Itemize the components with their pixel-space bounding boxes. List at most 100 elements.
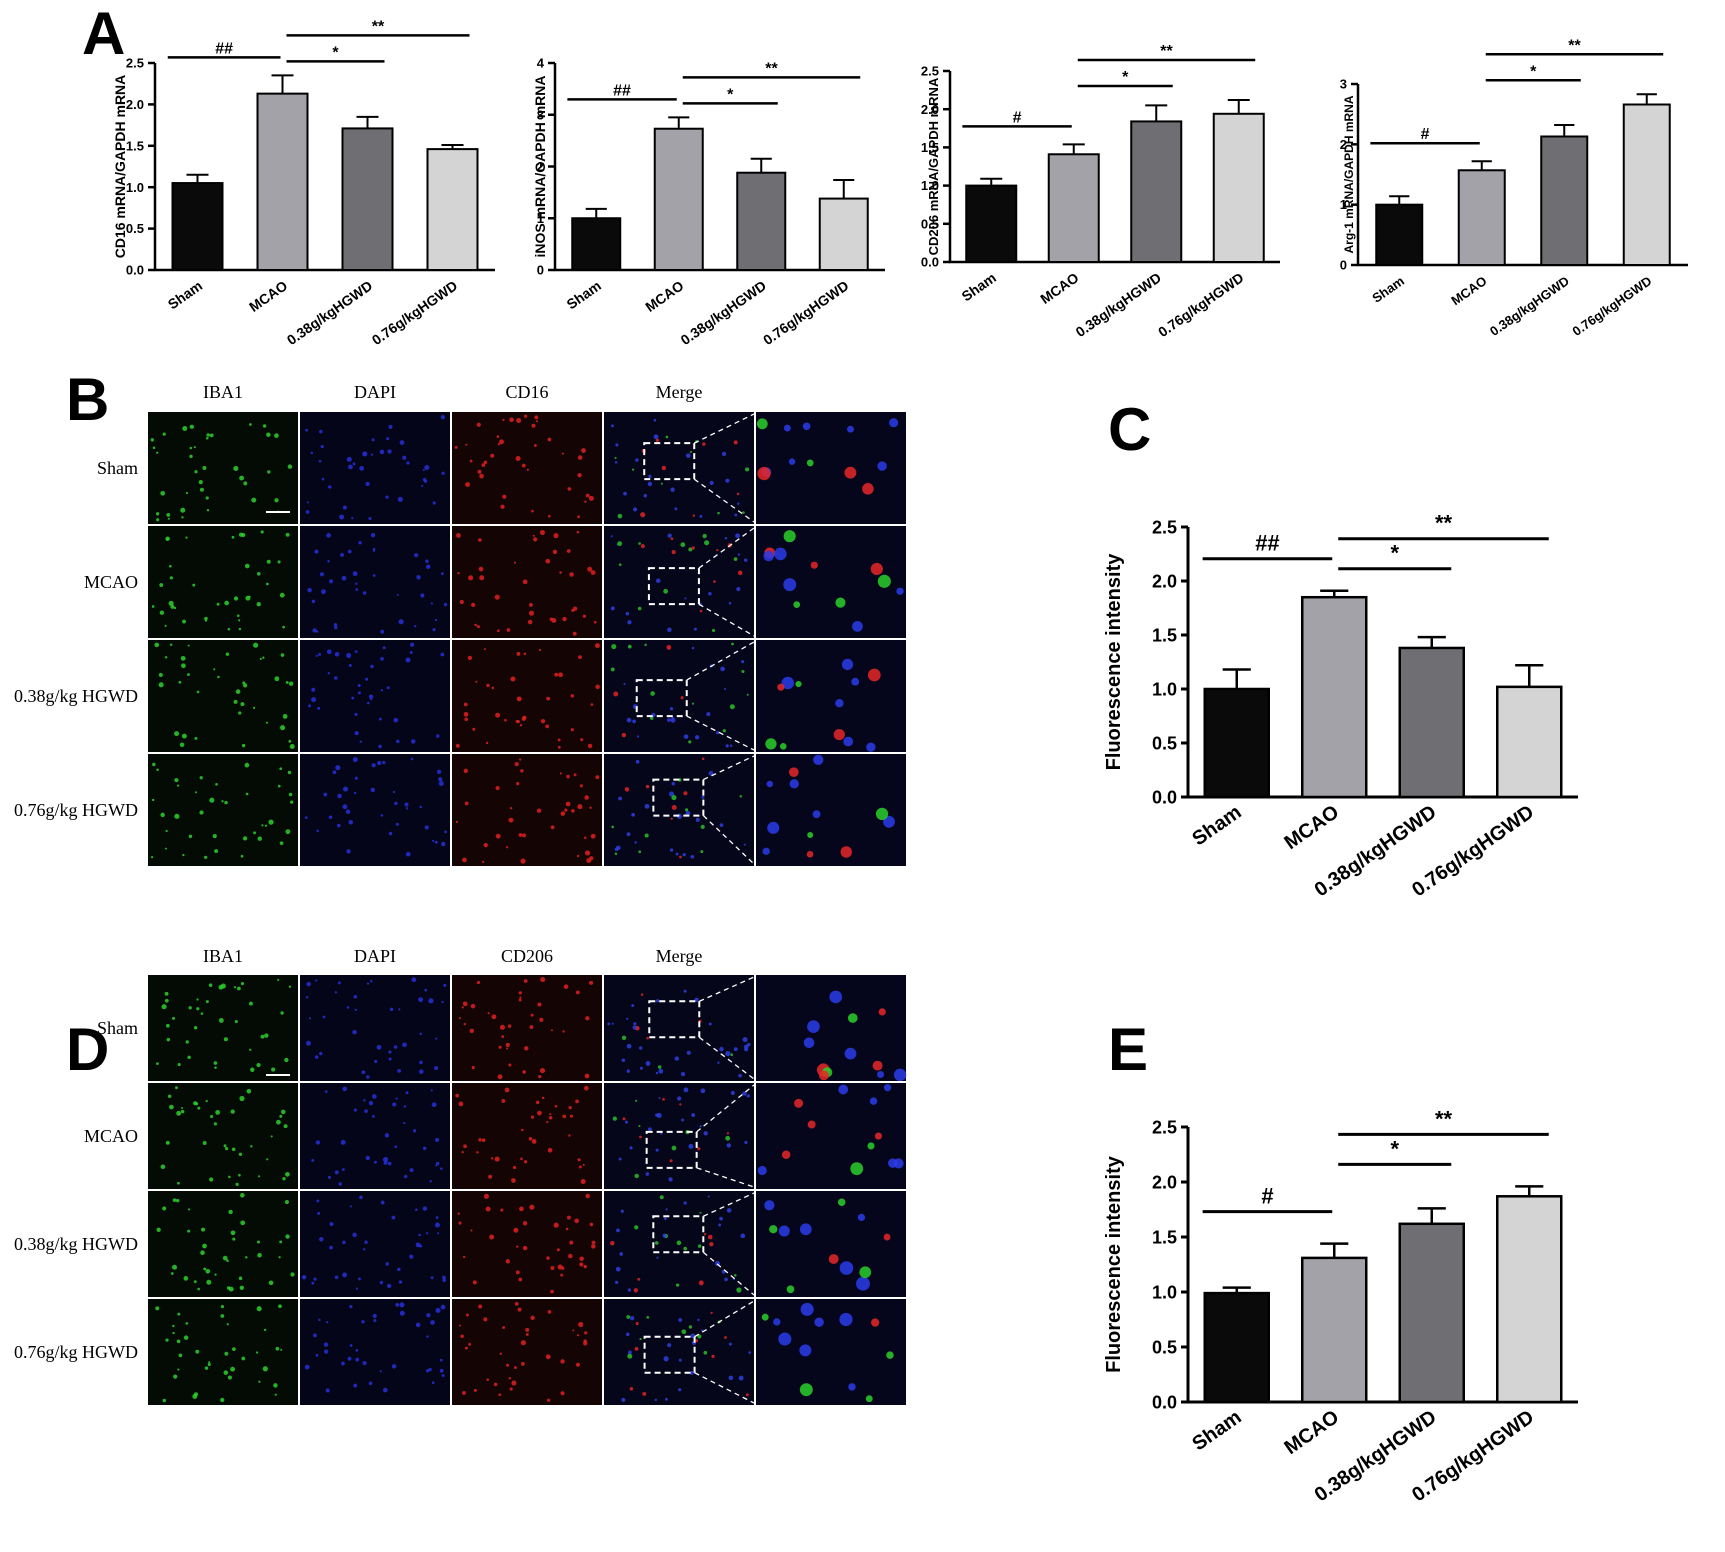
cell-dot [694, 997, 699, 1002]
cell-dot [353, 995, 358, 999]
cell-dot [362, 451, 368, 457]
cell-dot [486, 683, 490, 688]
cell-dot [361, 1320, 365, 1324]
cell-dot [748, 1351, 752, 1354]
cell-dot [548, 1115, 553, 1120]
cell-dot [346, 456, 352, 462]
cell-dot [514, 762, 519, 767]
cell-dot [590, 570, 596, 576]
cell-dot [355, 1348, 359, 1352]
cell-dot [870, 562, 883, 576]
column-header-iba1: IBA1 [203, 382, 243, 402]
cell-dot [591, 1244, 596, 1249]
y-tick-label: 2.0 [1152, 571, 1177, 591]
cell-dot [357, 691, 361, 695]
cell-dot [314, 549, 319, 554]
cell-dot [273, 1383, 278, 1388]
cell-dot [704, 540, 710, 546]
cell-dot [305, 428, 309, 432]
cell-dot [499, 439, 504, 445]
cell-dot [198, 480, 203, 485]
cell-dot [781, 676, 795, 690]
cell-dot [841, 658, 854, 671]
cell-dot [226, 1259, 229, 1262]
cell-dot [690, 854, 695, 859]
cell-dot [889, 418, 899, 428]
cell-dot [305, 510, 310, 514]
cell-dot [439, 1368, 444, 1373]
cell-dot [513, 1366, 517, 1370]
cell-dot [580, 1179, 586, 1185]
cell-dot [838, 1084, 849, 1095]
cell-dot [216, 602, 220, 606]
cell-dot [569, 1114, 574, 1118]
cell-dot [212, 834, 217, 839]
cell-dot [476, 625, 480, 629]
cell-dot [788, 458, 796, 465]
cell-dot [419, 1032, 422, 1036]
cell-dot [519, 1206, 524, 1212]
cell-dot [802, 422, 811, 431]
cell-dot [370, 698, 373, 701]
cell-dot [622, 1117, 626, 1121]
column-header-iba1: IBA1 [203, 946, 243, 966]
cell-dot [567, 487, 572, 491]
cell-dot [371, 763, 376, 768]
cell-dot [249, 1048, 252, 1051]
cell-dot [230, 1230, 236, 1236]
cell-dot [204, 855, 208, 860]
cell-dot [525, 1333, 529, 1336]
cell-dot [162, 432, 166, 436]
cell-dot [457, 572, 460, 575]
cell-dot [232, 1347, 236, 1352]
cell-dot [516, 782, 520, 786]
cell-dot [203, 1267, 207, 1271]
cell-dot [197, 1106, 201, 1110]
cell-dot [165, 847, 168, 850]
cell-dot [208, 1361, 211, 1364]
cell-dot [370, 787, 375, 793]
cell-dot [893, 1158, 904, 1169]
cell-dot [342, 804, 348, 810]
cell-dot [653, 434, 659, 440]
cell-dot [354, 1008, 358, 1011]
cell-dot [867, 1142, 875, 1150]
cell-dot [305, 996, 309, 999]
column-header-cd16: CD16 [505, 382, 548, 402]
significance-label: ** [1435, 1106, 1453, 1131]
cell-dot [311, 697, 317, 703]
cell-dot [421, 484, 424, 487]
cell-dot [767, 821, 780, 834]
cell-dot [743, 843, 746, 846]
inset-connector [686, 641, 755, 681]
cell-dot [238, 1173, 241, 1177]
cell-dot [667, 533, 672, 538]
cell-dot [683, 1087, 689, 1093]
cell-dot [347, 549, 352, 554]
cell-dot [386, 437, 390, 441]
cell-dot [582, 614, 586, 618]
cell-dot [210, 1114, 214, 1119]
cell-dot [739, 795, 743, 798]
cell-dot [160, 812, 165, 818]
cell-dot [707, 1234, 713, 1240]
cell-dot [279, 1240, 283, 1244]
cell-dot [165, 1140, 170, 1145]
cell-dot [721, 451, 727, 457]
y-tick-label: 1 [537, 211, 544, 226]
cell-dot [560, 811, 566, 816]
cell-dot [406, 461, 410, 465]
micrograph-tile-d-r3-c4 [756, 1299, 906, 1405]
cell-dot [213, 1122, 217, 1126]
cell-dot [789, 779, 799, 789]
significance-label: ** [1568, 37, 1581, 54]
inset-connector [702, 1251, 755, 1296]
cell-dot [164, 998, 169, 1003]
cell-dot [396, 739, 400, 744]
cell-dot [444, 830, 447, 834]
cell-dot [240, 1220, 246, 1226]
cell-dot [397, 1267, 401, 1272]
cell-dot [352, 757, 358, 763]
cell-dot [341, 1361, 345, 1366]
cell-dot [689, 450, 692, 454]
